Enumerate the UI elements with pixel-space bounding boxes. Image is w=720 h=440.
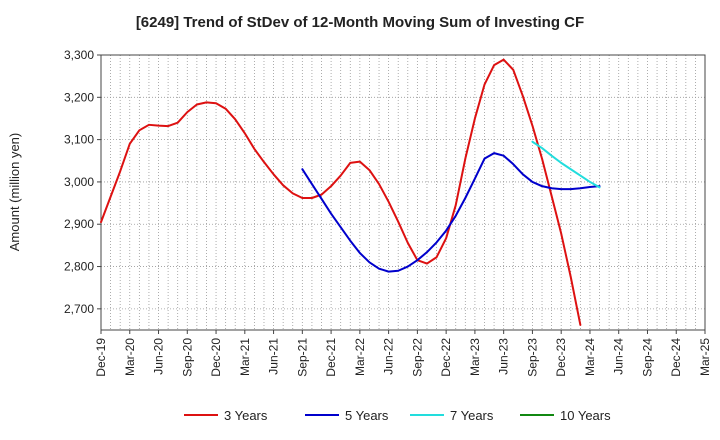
x-tick-label: Jun-23	[497, 338, 511, 375]
plot-area	[101, 55, 705, 330]
x-tick-label: Mar-20	[123, 338, 137, 376]
y-tick-label: 3,300	[64, 48, 94, 62]
series-line-7-years	[531, 140, 601, 189]
legend-label: 5 Years	[345, 408, 389, 423]
x-tick-label: Dec-23	[554, 338, 568, 377]
chart-title: [6249] Trend of StDev of 12-Month Moving…	[136, 14, 584, 31]
series-line-5-years	[301, 152, 601, 273]
x-tick-label: Sep-20	[180, 338, 194, 377]
x-tick-label: Dec-24	[669, 338, 683, 377]
x-tick-label: Mar-24	[583, 338, 597, 376]
legend-label: 7 Years	[450, 408, 494, 423]
x-tick-label: Sep-23	[525, 338, 539, 377]
y-tick-label: 3,200	[64, 90, 94, 104]
x-tick-label: Mar-23	[468, 338, 482, 376]
x-tick-label: Mar-22	[353, 338, 367, 376]
x-tick-label: Dec-22	[439, 338, 453, 377]
y-axis: 2,700 2,800 2,900 3,000 3,100 3,200 3,300	[64, 48, 101, 316]
x-tick-label: Jun-21	[267, 338, 281, 375]
x-tick-label: Sep-21	[295, 338, 309, 377]
series-lines	[100, 58, 601, 326]
y-tick-label: 2,700	[64, 302, 94, 316]
x-tick-label: Jun-22	[382, 338, 396, 375]
legend-label: 3 Years	[224, 408, 268, 423]
legend-label: 10 Years	[560, 408, 611, 423]
y-tick-label: 2,800	[64, 260, 94, 274]
x-tick-label: Dec-19	[94, 338, 108, 377]
y-axis-label: Amount (million yen)	[7, 133, 22, 252]
x-tick-label: Mar-25	[698, 338, 712, 376]
x-tick-label: Sep-22	[410, 338, 424, 377]
y-tick-label: 3,100	[64, 133, 94, 147]
series-line-3-years	[100, 58, 582, 326]
y-tick-label: 3,000	[64, 175, 94, 189]
x-tick-label: Sep-24	[640, 338, 654, 377]
grid-lines	[100, 54, 706, 330]
x-tick-label: Dec-20	[209, 338, 223, 377]
y-tick-label: 2,900	[64, 217, 94, 231]
legend: 3 Years 5 Years 7 Years 10 Years	[184, 408, 611, 423]
x-tick-label: Jun-24	[612, 338, 626, 375]
x-axis: Dec-19 Mar-20 Jun-20 Sep-20 Dec-20 Mar-21 Jun-…	[94, 330, 712, 377]
x-tick-label: Mar-21	[238, 338, 252, 376]
plot-frame	[100, 54, 706, 331]
x-tick-label: Dec-21	[324, 338, 338, 377]
x-tick-label: Jun-20	[152, 338, 166, 375]
